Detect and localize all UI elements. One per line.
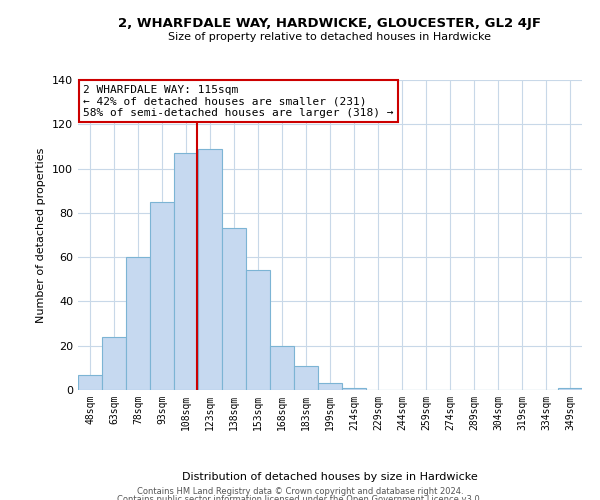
Text: Contains public sector information licensed under the Open Government Licence v3: Contains public sector information licen… bbox=[118, 495, 482, 500]
Bar bbox=[150, 202, 174, 390]
Bar bbox=[342, 388, 366, 390]
Bar bbox=[270, 346, 294, 390]
Text: 2, WHARFDALE WAY, HARDWICKE, GLOUCESTER, GL2 4JF: 2, WHARFDALE WAY, HARDWICKE, GLOUCESTER,… bbox=[119, 18, 542, 30]
Bar bbox=[78, 374, 102, 390]
Bar bbox=[246, 270, 270, 390]
Bar bbox=[222, 228, 246, 390]
Text: Size of property relative to detached houses in Hardwicke: Size of property relative to detached ho… bbox=[169, 32, 491, 42]
Text: Distribution of detached houses by size in Hardwicke: Distribution of detached houses by size … bbox=[182, 472, 478, 482]
Bar bbox=[558, 388, 582, 390]
Bar bbox=[318, 384, 342, 390]
Text: Contains HM Land Registry data © Crown copyright and database right 2024.: Contains HM Land Registry data © Crown c… bbox=[137, 488, 463, 496]
Bar bbox=[126, 257, 150, 390]
Y-axis label: Number of detached properties: Number of detached properties bbox=[37, 148, 46, 322]
Bar bbox=[102, 337, 126, 390]
Bar bbox=[198, 148, 222, 390]
Bar bbox=[174, 153, 198, 390]
Text: 2 WHARFDALE WAY: 115sqm
← 42% of detached houses are smaller (231)
58% of semi-d: 2 WHARFDALE WAY: 115sqm ← 42% of detache… bbox=[83, 84, 394, 118]
Bar bbox=[294, 366, 318, 390]
